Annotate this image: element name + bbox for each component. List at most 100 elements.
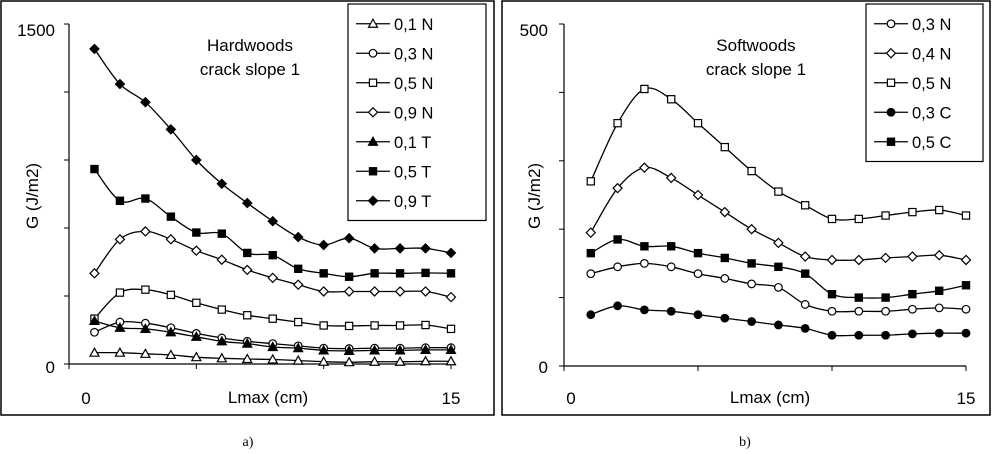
data-point: [216, 254, 228, 266]
legend-label: 0,5 N: [394, 75, 433, 93]
data-point: [243, 248, 252, 258]
data-point: [90, 164, 99, 174]
data-point: [294, 264, 303, 274]
data-point: [141, 194, 150, 203]
data-point: [166, 212, 176, 221]
data-point: [139, 323, 151, 333]
data-point: [267, 215, 279, 227]
data-point: [827, 330, 837, 340]
data-point: [880, 252, 891, 264]
legend-marker: [886, 137, 896, 146]
legend-marker: [367, 106, 379, 118]
data-point: [613, 301, 622, 311]
data-point: [395, 321, 405, 330]
data-point: [318, 239, 330, 251]
series-0-3-c: [586, 301, 971, 340]
data-point: [774, 282, 783, 292]
data-point: [216, 335, 228, 346]
data-point: [908, 207, 917, 217]
data-point: [267, 272, 279, 284]
data-point: [344, 321, 354, 331]
legend-label: 0,1 N: [394, 16, 433, 34]
data-point: [421, 320, 430, 330]
legend-label: 0,5 N: [912, 75, 951, 93]
data-point: [908, 289, 917, 299]
data-point: [747, 166, 756, 176]
data-point: [140, 226, 151, 237]
annotation-line-2: crack slope 1: [200, 60, 300, 79]
series-0-5-n: [90, 285, 456, 334]
series-0-1-n: [88, 346, 457, 367]
data-point: [773, 237, 784, 249]
data-point: [190, 351, 202, 362]
series-0-5-c: [586, 235, 971, 302]
data-point: [216, 178, 228, 190]
data-point: [854, 214, 864, 224]
y-axis-label: G (J/m2): [525, 163, 544, 229]
data-point: [318, 286, 330, 297]
legend: 0,1 N 0,3 N 0,5 N 0,9 N 0,1 T 0,5 T 0,9 T: [347, 3, 487, 222]
data-point: [665, 172, 677, 184]
data-point: [800, 323, 810, 333]
data-point: [854, 330, 864, 340]
data-point: [666, 306, 676, 316]
data-point: [445, 247, 457, 259]
data-point: [139, 348, 151, 358]
series-0-5-t: [90, 164, 456, 281]
data-point: [774, 320, 783, 330]
plot-area: [559, 23, 972, 371]
data-point: [640, 259, 649, 268]
data-point: [369, 344, 381, 355]
data-point: [585, 227, 597, 238]
data-point: [243, 311, 252, 320]
data-point: [343, 345, 355, 355]
x-axis-label: Lmax (cm): [228, 388, 308, 407]
data-point: [640, 242, 649, 251]
x-axis-label: Lmax (cm): [730, 388, 810, 407]
data-point: [140, 96, 151, 108]
data-point: [961, 304, 971, 314]
legend-label: 0,5 C: [912, 134, 952, 152]
data-point: [369, 286, 380, 297]
data-point: [800, 269, 810, 278]
data-point: [344, 272, 354, 281]
data-point: [692, 189, 704, 201]
data-point: [190, 245, 202, 257]
x-tick-label-zero: 0: [81, 389, 90, 408]
panel-hardwoods: 1500 0 0 15 Lmax (cm) G (J/m2) Hardwoods…: [0, 0, 495, 416]
x-tick-label-end: 15: [957, 389, 976, 408]
data-point: [693, 269, 703, 279]
data-point: [827, 306, 837, 316]
data-point: [166, 290, 176, 300]
panel-softwoods: 500 0 0 15 Lmax (cm) G (J/m2) Softwoods …: [501, 0, 991, 416]
data-point: [394, 243, 406, 254]
legend-marker: [367, 195, 379, 207]
data-point: [881, 211, 890, 220]
data-point: [370, 269, 379, 278]
data-point: [666, 95, 676, 104]
legend-entry-0-3-n: 0,3 N: [874, 16, 951, 34]
legend-marker: [368, 78, 378, 87]
data-point: [318, 344, 330, 355]
legend-entry-0-3-c: 0,3 C: [874, 104, 952, 122]
data-point: [115, 288, 125, 297]
data-point: [960, 254, 972, 266]
data-point: [446, 324, 456, 334]
data-point: [827, 289, 837, 299]
data-point: [586, 177, 596, 186]
x-tick-label-end: 15: [442, 389, 461, 408]
annotation-line-1: Hardwoods: [207, 36, 293, 55]
data-point: [881, 293, 890, 302]
data-point: [933, 249, 945, 261]
data-point: [217, 305, 226, 314]
data-point: [319, 321, 328, 330]
data-point: [268, 251, 277, 260]
series-0-3-n: [586, 259, 971, 316]
data-point: [114, 78, 126, 90]
data-point: [747, 317, 756, 326]
legend-entry-0-1-t: 0,1 T: [356, 134, 431, 152]
data-point: [190, 154, 202, 166]
caption-b: b): [739, 435, 751, 450]
data-point: [586, 310, 596, 320]
data-point: [319, 269, 328, 278]
